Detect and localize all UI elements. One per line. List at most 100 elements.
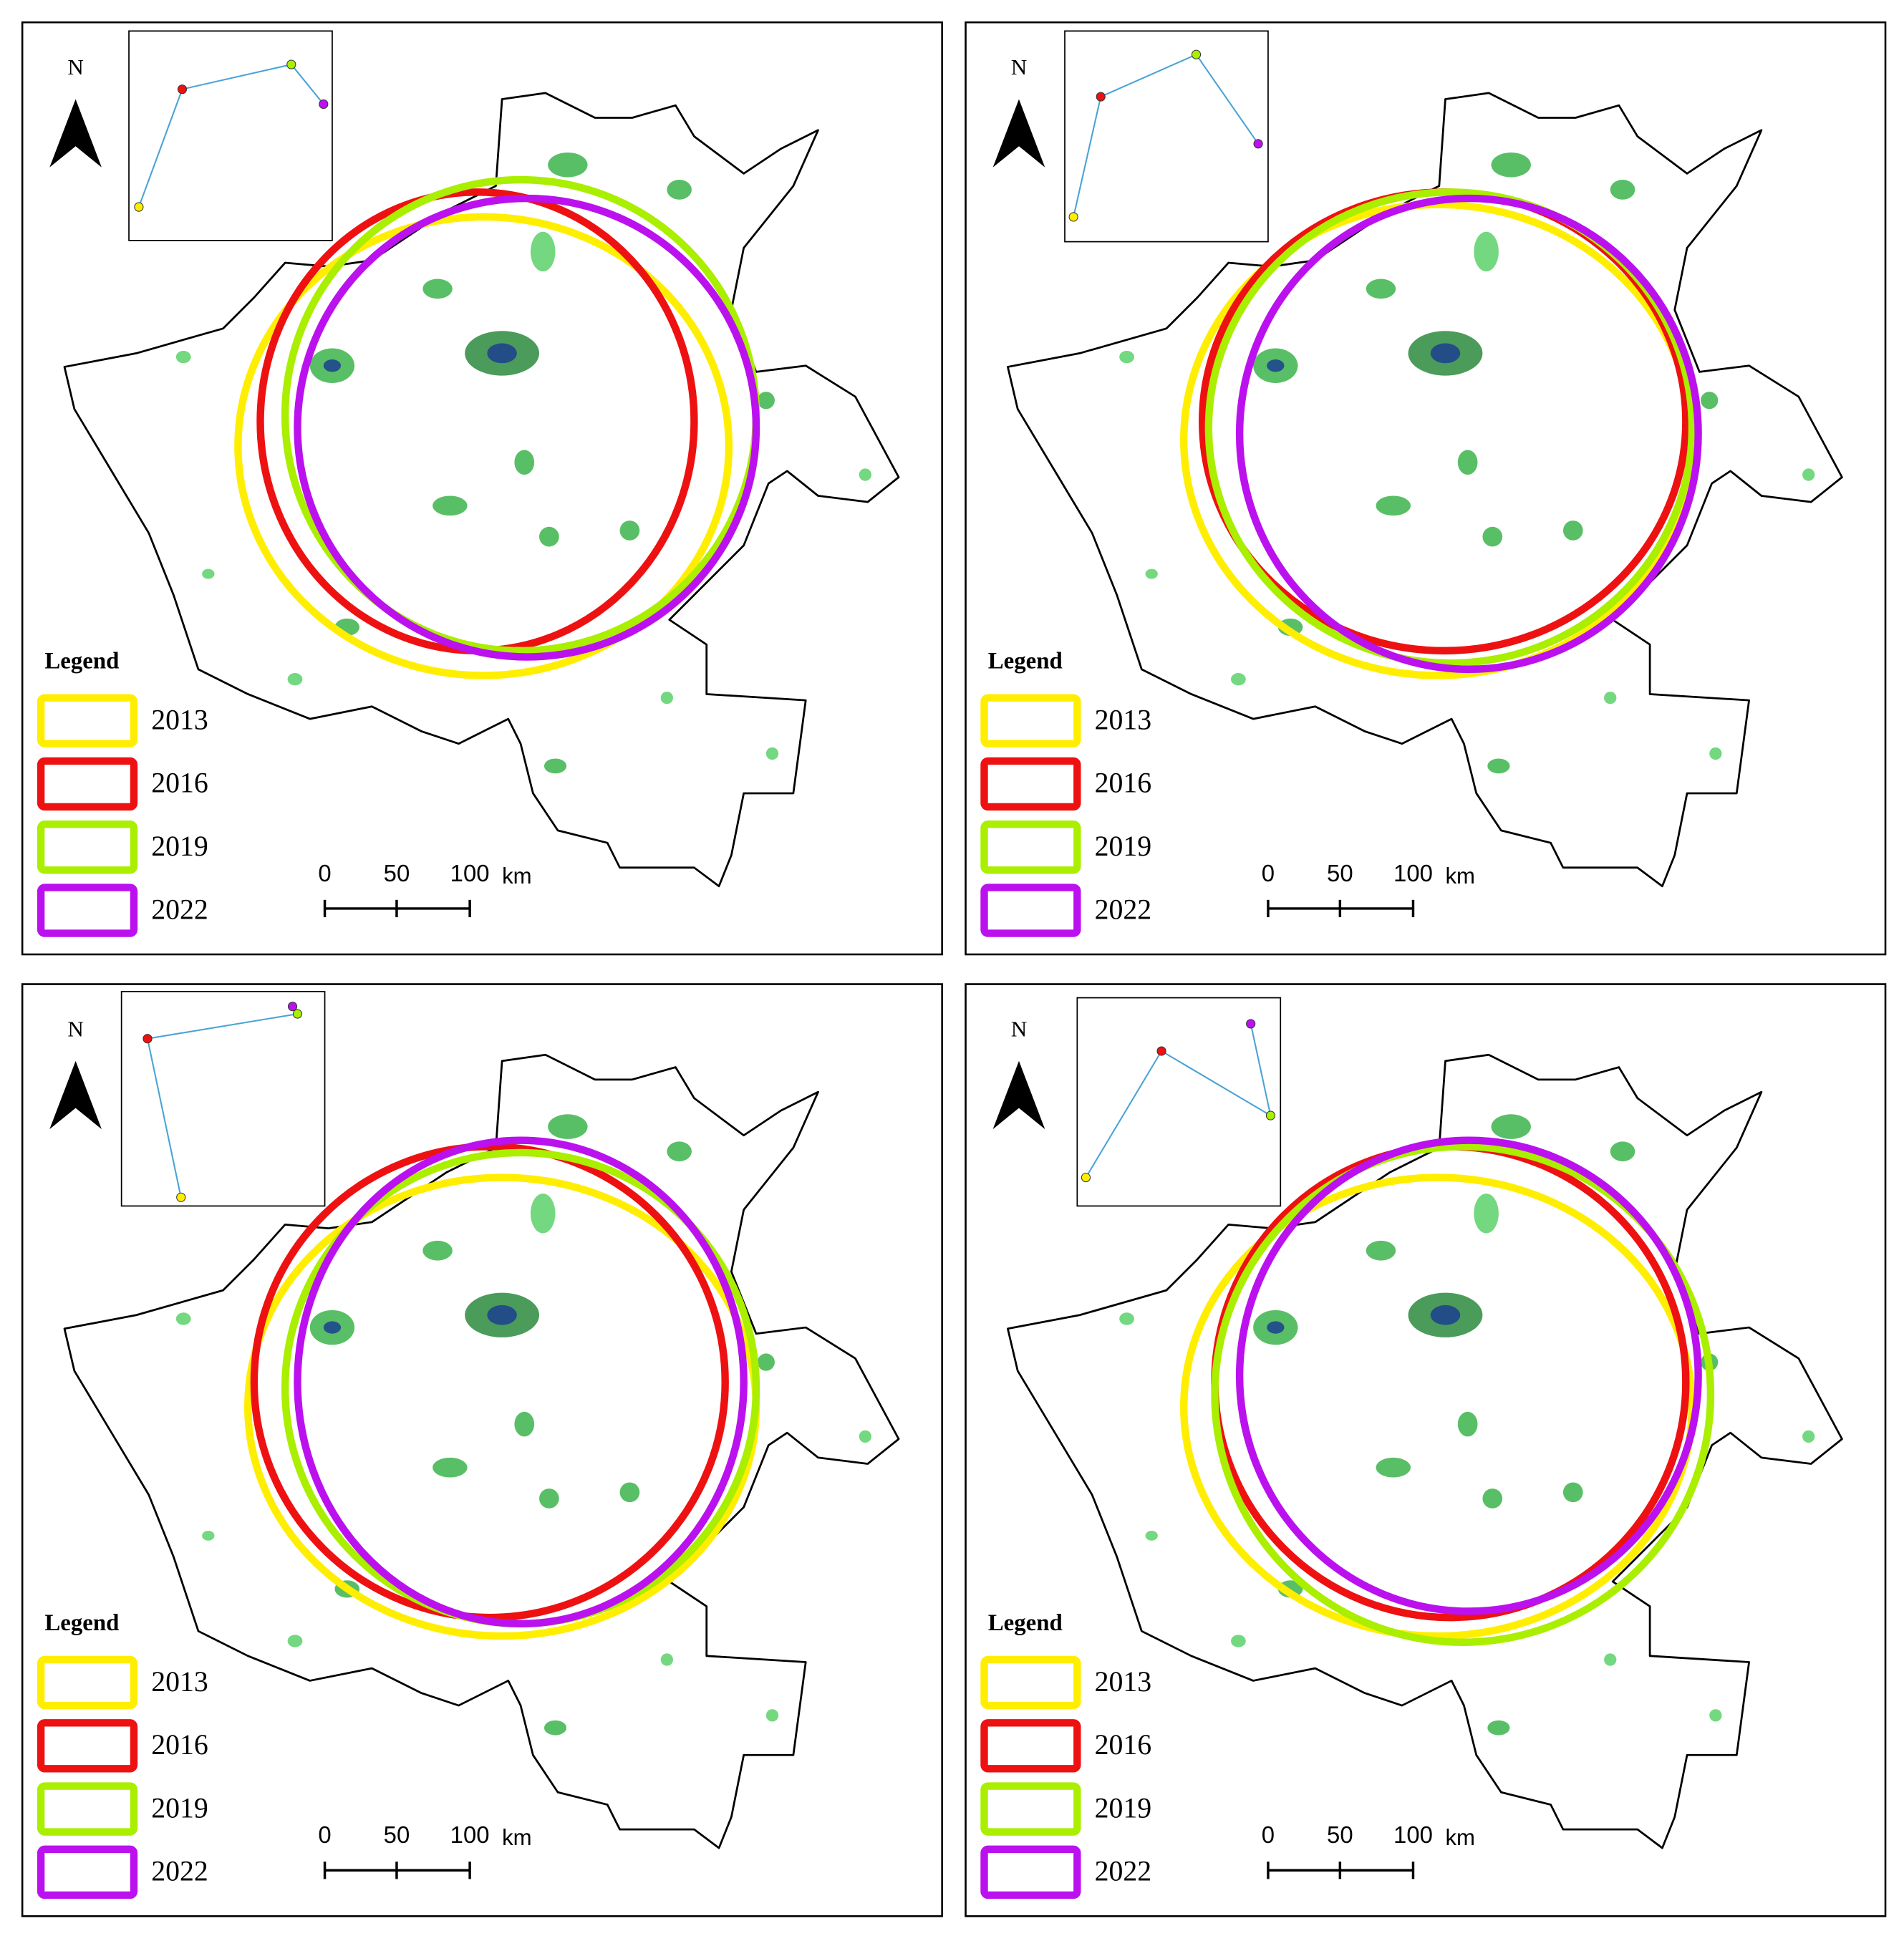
scale-unit: km xyxy=(1445,863,1475,889)
region-outline xyxy=(1007,1053,1843,1849)
trajectory xyxy=(1073,53,1259,218)
urban-area xyxy=(1482,1489,1503,1509)
std-ellipse xyxy=(1211,1143,1715,1646)
std-ellipse xyxy=(294,194,760,661)
urban-area xyxy=(660,1653,673,1666)
urban-area xyxy=(1376,495,1411,516)
std-ellipse xyxy=(250,1143,729,1622)
urban-area xyxy=(530,231,556,272)
legend-swatch xyxy=(37,694,138,747)
urban-area xyxy=(765,1709,779,1722)
scale-label: 50 xyxy=(1327,860,1353,886)
urban-area xyxy=(487,343,517,364)
urban-area xyxy=(619,521,640,541)
urban-area xyxy=(1487,758,1510,774)
legend-label: 2022 xyxy=(1095,894,1152,925)
north-label: N xyxy=(1011,54,1028,79)
std-ellipse xyxy=(294,1136,748,1627)
north-label: N xyxy=(67,1016,84,1041)
urban-area xyxy=(1709,747,1722,760)
urban-area xyxy=(422,1240,453,1261)
legend-swatch xyxy=(980,1655,1081,1710)
urban-area xyxy=(1474,1194,1499,1234)
center-point xyxy=(1096,92,1106,102)
trajectory xyxy=(137,63,324,208)
center-point xyxy=(286,59,296,69)
urban-area xyxy=(667,1141,692,1162)
center-point xyxy=(134,202,144,212)
center-point xyxy=(1191,49,1202,59)
legend-label: 2019 xyxy=(1095,831,1152,862)
urban-area xyxy=(1231,673,1246,686)
scale-label: 0 xyxy=(1262,1821,1275,1848)
urban-area xyxy=(1474,231,1499,272)
inset-frame xyxy=(1064,30,1269,243)
urban-area xyxy=(1366,1240,1396,1261)
legend-label: 2013 xyxy=(151,704,208,735)
legend-swatch xyxy=(980,1719,1081,1773)
north-label: N xyxy=(1011,1016,1028,1041)
legend-swatch xyxy=(37,1655,138,1710)
legend-label: 2016 xyxy=(1095,768,1152,799)
legend-swatch xyxy=(980,821,1081,874)
legend-swatch xyxy=(37,1719,138,1773)
urban-area xyxy=(757,392,775,410)
map-panel: N Legend 2013 2016 2019 2022 0 50 100 km xyxy=(21,983,943,1917)
urban-area xyxy=(422,279,453,299)
urban-area xyxy=(667,180,692,200)
urban-area xyxy=(530,1194,556,1234)
urban-area xyxy=(432,1457,468,1478)
urban-area xyxy=(1430,1305,1461,1325)
urban-area xyxy=(487,1305,517,1325)
north-arrow xyxy=(49,1060,102,1130)
urban-area xyxy=(757,1353,775,1371)
center-point xyxy=(176,1192,186,1202)
urban-area xyxy=(1604,1653,1617,1666)
inset-frame xyxy=(128,30,333,241)
north-arrow xyxy=(992,1060,1045,1130)
scale-label: 100 xyxy=(450,1821,490,1848)
urban-area xyxy=(1701,392,1719,410)
legend-label: 2022 xyxy=(1095,1856,1152,1887)
urban-area xyxy=(548,152,588,178)
std-ellipse xyxy=(1204,188,1696,667)
center-point xyxy=(292,1009,303,1019)
urban-area xyxy=(1610,180,1635,200)
trajectory xyxy=(1085,1023,1272,1178)
urban-area xyxy=(619,1482,640,1503)
center-point xyxy=(1081,1173,1091,1183)
scale-label: 0 xyxy=(1262,860,1275,886)
urban-area xyxy=(1145,1530,1158,1541)
map-panel: N Legend 2013 2016 2019 2022 0 50 100 km xyxy=(965,983,1887,1917)
urban-area xyxy=(287,1635,303,1647)
center-point xyxy=(1265,1110,1275,1120)
scale-label: 100 xyxy=(450,860,490,886)
urban-area xyxy=(543,758,567,774)
legend-title: Legend xyxy=(988,1610,1063,1636)
north-arrow xyxy=(992,99,1045,168)
scale-label: 50 xyxy=(384,860,410,886)
legend-swatch xyxy=(980,757,1081,811)
urban-area xyxy=(1802,468,1815,481)
legend-label: 2019 xyxy=(151,1792,208,1824)
urban-area xyxy=(765,747,779,760)
center-point xyxy=(1156,1046,1166,1056)
urban-area xyxy=(1491,1114,1531,1139)
urban-area xyxy=(323,359,342,372)
legend-label: 2016 xyxy=(151,768,208,799)
north-arrow xyxy=(49,99,102,168)
legend-label: 2019 xyxy=(1095,1792,1152,1824)
scale-label: 50 xyxy=(1327,1821,1353,1848)
legend-swatch xyxy=(37,884,138,937)
scale-label: 100 xyxy=(1393,860,1433,886)
map-panel: N Legend 2013 2016 2019 2022 0 50 100 km xyxy=(21,21,943,956)
urban-area xyxy=(859,1430,871,1443)
legend-label: 2022 xyxy=(151,894,208,925)
scale-unit: km xyxy=(1445,1825,1475,1850)
legend-swatch xyxy=(37,821,138,874)
urban-area xyxy=(1457,450,1478,475)
center-point xyxy=(1253,139,1263,149)
scale-label: 100 xyxy=(1393,1821,1433,1848)
urban-area xyxy=(1562,521,1583,541)
